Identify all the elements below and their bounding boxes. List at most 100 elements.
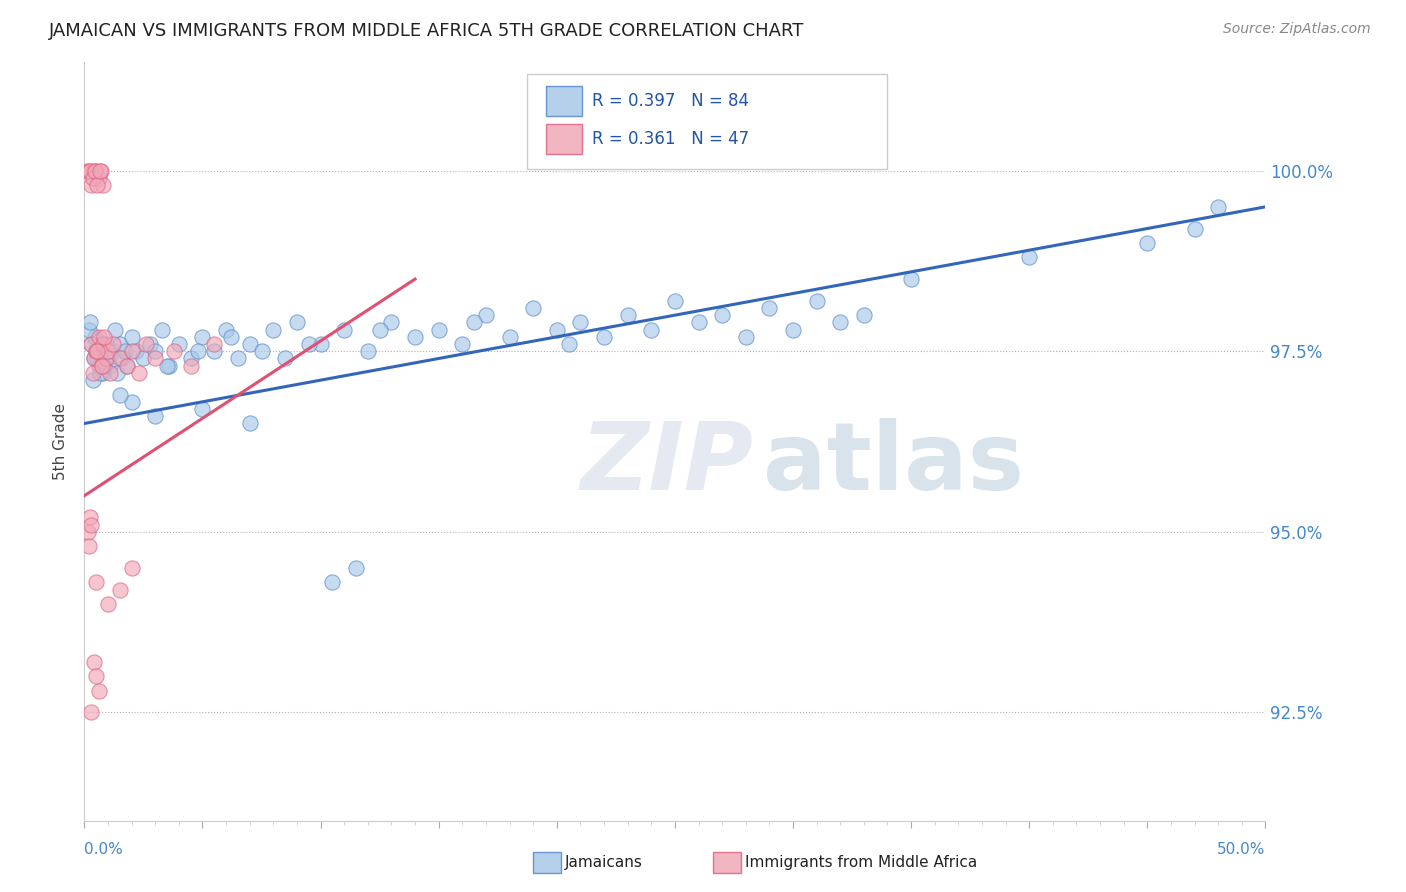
- Point: [640, 323, 662, 337]
- Point: [79, 315, 101, 329]
- Point: [111, 351, 134, 366]
- Point: [344, 561, 367, 575]
- Text: ZIP: ZIP: [581, 418, 754, 510]
- Point: [114, 344, 136, 359]
- Point: [121, 394, 143, 409]
- Point: [569, 315, 592, 329]
- Point: [463, 315, 485, 329]
- Point: [82, 366, 104, 380]
- Point: [298, 337, 321, 351]
- Point: [77, 539, 100, 553]
- Point: [782, 323, 804, 337]
- Point: [546, 323, 568, 337]
- Point: [77, 323, 100, 337]
- Point: [87, 359, 110, 373]
- Text: atlas: atlas: [763, 418, 1025, 510]
- Point: [84, 163, 107, 178]
- Point: [80, 337, 103, 351]
- Point: [94, 337, 117, 351]
- Point: [77, 524, 100, 539]
- Point: [309, 337, 332, 351]
- Point: [93, 359, 115, 373]
- Point: [80, 178, 103, 193]
- Point: [239, 337, 262, 351]
- Point: [806, 293, 828, 308]
- Point: [84, 344, 107, 359]
- Text: Source: ZipAtlas.com: Source: ZipAtlas.com: [1223, 22, 1371, 37]
- Point: [101, 344, 124, 359]
- Point: [90, 163, 112, 178]
- Point: [101, 337, 124, 351]
- Point: [1018, 251, 1040, 265]
- Point: [132, 351, 155, 366]
- Point: [157, 359, 180, 373]
- Point: [321, 575, 343, 590]
- Point: [104, 323, 127, 337]
- Point: [107, 366, 129, 380]
- Point: [616, 308, 638, 322]
- Text: 50.0%: 50.0%: [1218, 842, 1265, 857]
- Point: [274, 351, 297, 366]
- Point: [135, 337, 157, 351]
- Point: [83, 163, 105, 178]
- Point: [121, 330, 143, 344]
- Point: [150, 323, 173, 337]
- Point: [404, 330, 426, 344]
- Point: [84, 330, 107, 344]
- Point: [87, 171, 110, 186]
- Point: [79, 163, 101, 178]
- Point: [115, 359, 138, 373]
- Point: [180, 351, 202, 366]
- Point: [219, 330, 242, 344]
- Point: [97, 344, 120, 359]
- Point: [285, 315, 308, 329]
- Point: [87, 330, 110, 344]
- Point: [163, 344, 186, 359]
- FancyBboxPatch shape: [546, 86, 582, 116]
- Text: Immigrants from Middle Africa: Immigrants from Middle Africa: [745, 855, 977, 870]
- Point: [557, 337, 579, 351]
- Point: [451, 337, 474, 351]
- Text: 0.0%: 0.0%: [84, 842, 124, 857]
- Point: [357, 344, 380, 359]
- Point: [108, 337, 131, 351]
- Point: [93, 330, 115, 344]
- Point: [593, 330, 616, 344]
- Point: [77, 163, 100, 178]
- Point: [522, 301, 544, 315]
- Text: R = 0.361   N = 47: R = 0.361 N = 47: [592, 130, 749, 148]
- Point: [83, 655, 105, 669]
- Point: [80, 517, 103, 532]
- Point: [711, 308, 734, 322]
- Point: [900, 272, 922, 286]
- Point: [688, 315, 710, 329]
- Point: [664, 293, 686, 308]
- Point: [215, 323, 238, 337]
- Point: [82, 171, 104, 186]
- Point: [91, 178, 114, 193]
- Point: [91, 366, 114, 380]
- Point: [139, 337, 162, 351]
- Point: [830, 315, 852, 329]
- Point: [84, 575, 107, 590]
- Point: [1136, 235, 1159, 250]
- Point: [121, 561, 143, 575]
- Point: [108, 387, 131, 401]
- Text: R = 0.397   N = 84: R = 0.397 N = 84: [592, 92, 749, 110]
- Point: [128, 366, 150, 380]
- Point: [83, 351, 105, 366]
- Point: [368, 323, 391, 337]
- Point: [143, 351, 166, 366]
- Point: [143, 344, 166, 359]
- Point: [180, 359, 202, 373]
- Point: [84, 344, 107, 359]
- Point: [167, 337, 190, 351]
- FancyBboxPatch shape: [546, 124, 582, 154]
- Point: [187, 344, 209, 359]
- Point: [84, 163, 107, 178]
- Point: [91, 337, 114, 351]
- Point: [79, 510, 101, 524]
- Point: [98, 366, 121, 380]
- Point: [202, 337, 225, 351]
- Point: [498, 330, 520, 344]
